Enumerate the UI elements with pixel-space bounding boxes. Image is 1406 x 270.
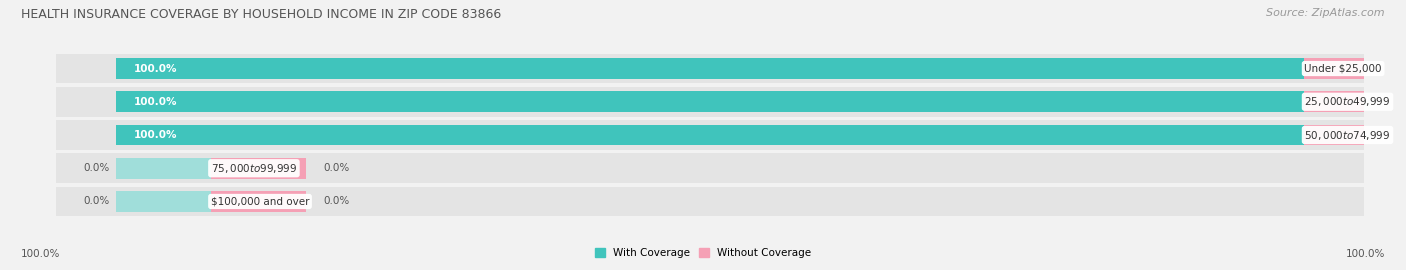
Text: $75,000 to $99,999: $75,000 to $99,999 [211, 162, 297, 175]
Text: 100.0%: 100.0% [21, 249, 60, 259]
Text: 0.0%: 0.0% [83, 163, 110, 173]
Bar [56, 187, 1364, 217]
Text: 0.0%: 0.0% [83, 197, 110, 207]
Text: $25,000 to $49,999: $25,000 to $49,999 [1305, 95, 1391, 108]
Bar [115, 158, 211, 178]
Text: 100.0%: 100.0% [1346, 249, 1385, 259]
Bar [56, 87, 1364, 117]
Bar [115, 58, 1305, 79]
Bar [115, 191, 211, 212]
Bar [115, 125, 1305, 145]
Text: 100.0%: 100.0% [134, 130, 177, 140]
Text: Under $25,000: Under $25,000 [1305, 63, 1382, 73]
Text: HEALTH INSURANCE COVERAGE BY HOUSEHOLD INCOME IN ZIP CODE 83866: HEALTH INSURANCE COVERAGE BY HOUSEHOLD I… [21, 8, 502, 21]
Bar [56, 120, 1364, 150]
Text: 0.0%: 0.0% [323, 163, 350, 173]
Text: $50,000 to $74,999: $50,000 to $74,999 [1305, 129, 1391, 141]
Bar [56, 153, 1364, 183]
Bar [211, 191, 307, 212]
Bar [115, 92, 1305, 112]
Bar [56, 53, 1364, 83]
Bar [1305, 125, 1399, 145]
Text: Source: ZipAtlas.com: Source: ZipAtlas.com [1267, 8, 1385, 18]
Legend: With Coverage, Without Coverage: With Coverage, Without Coverage [591, 244, 815, 262]
Bar [211, 158, 307, 178]
Text: 100.0%: 100.0% [134, 97, 177, 107]
Text: 0.0%: 0.0% [323, 197, 350, 207]
Text: 100.0%: 100.0% [134, 63, 177, 73]
Bar [1305, 92, 1399, 112]
Text: $100,000 and over: $100,000 and over [211, 197, 309, 207]
Bar [1305, 58, 1399, 79]
